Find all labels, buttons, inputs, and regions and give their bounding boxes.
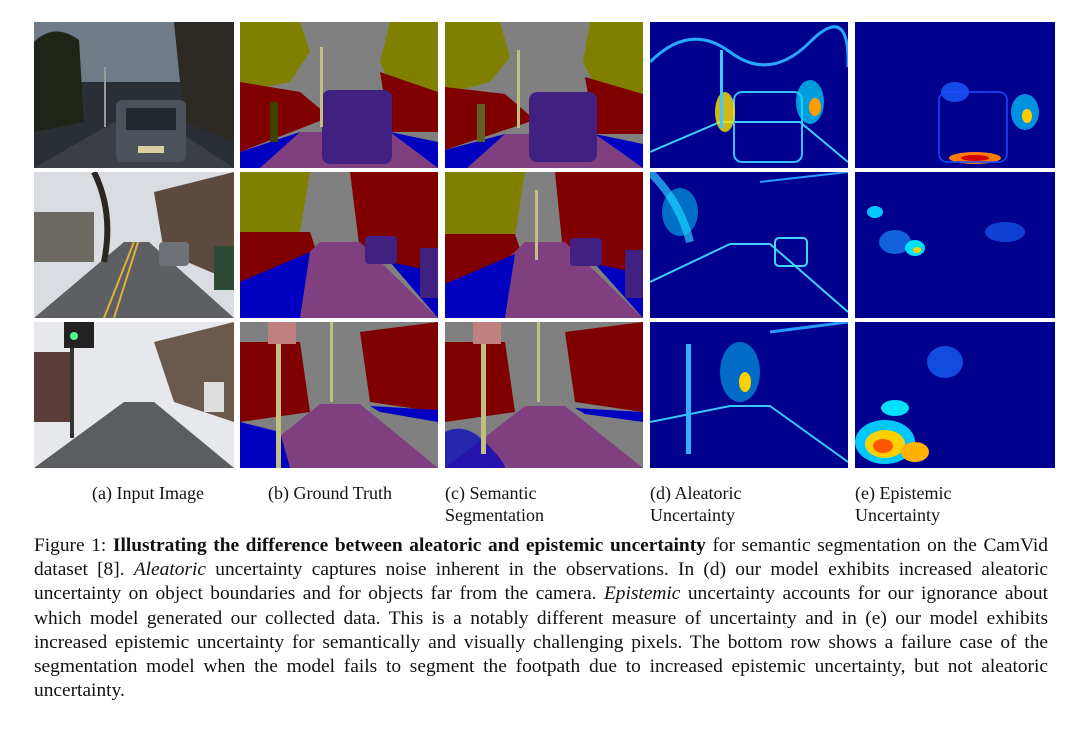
caption-text-2: uncertainty captures noise inherent in t… [34,559,1048,605]
aleatoric-uncertainty-row1 [650,22,848,168]
aleatoric-uncertainty-row2 [650,172,848,318]
column-label-semantic-segmentation: (c) Semantic Segmentation [445,483,544,525]
caption-bold-title: Illustrating the difference between alea… [112,535,706,556]
column-label-ground-truth: (b) Ground Truth [268,483,393,503]
input-image-row3 [34,322,234,468]
column-label-input: (a) Input Image [92,483,204,503]
figure-grid [34,22,1055,468]
ground-truth-row1 [240,22,438,168]
column-label-aleatoric: (d) Aleatoric Uncertainty [650,483,742,525]
input-image-row2 [34,172,234,318]
semantic-segmentation-row1 [445,22,643,168]
caption-prefix: Figure 1: [34,535,113,556]
caption-text-3: uncertainty accounts for our ignorance a… [34,583,1048,702]
epistemic-uncertainty-row2 [855,172,1055,318]
ground-truth-row3 [240,322,438,468]
caption-italic-epistemic: Epistemic [603,583,681,605]
caption-italic-aleatoric: Aleatoric [133,559,206,581]
input-image-row1 [34,22,234,168]
semantic-segmentation-row2 [445,172,643,318]
column-label-epistemic: (e) Epistemic Uncertainty [855,483,952,525]
ground-truth-row2 [240,172,438,318]
figure-caption: Figure 1: Illustrating the difference be… [34,534,1048,703]
semantic-segmentation-row3 [445,322,643,468]
caption-text-1: for semantic segmentation on the CamVid … [34,535,1048,581]
aleatoric-uncertainty-row3 [650,322,848,468]
epistemic-uncertainty-row3 [855,322,1055,468]
epistemic-uncertainty-row1 [855,22,1055,168]
